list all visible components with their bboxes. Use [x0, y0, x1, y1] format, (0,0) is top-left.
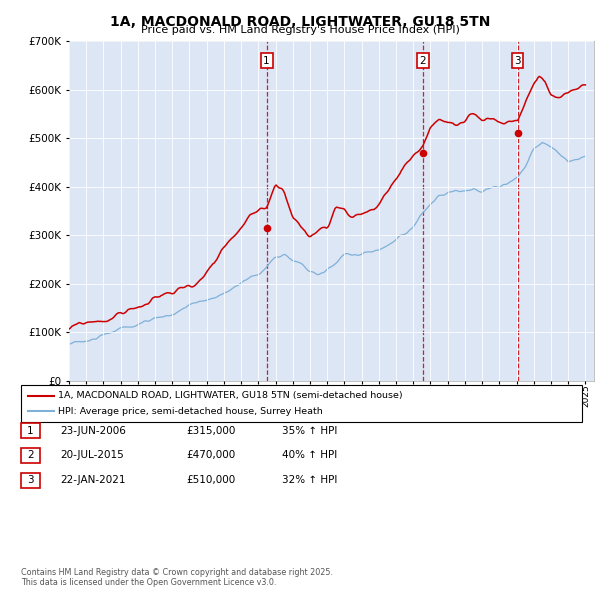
Text: 23-JUN-2006: 23-JUN-2006: [60, 426, 126, 435]
Text: 22-JAN-2021: 22-JAN-2021: [60, 476, 125, 485]
Text: 3: 3: [514, 55, 521, 65]
Text: HPI: Average price, semi-detached house, Surrey Heath: HPI: Average price, semi-detached house,…: [58, 407, 323, 416]
Text: 2: 2: [419, 55, 426, 65]
Text: 20-JUL-2015: 20-JUL-2015: [60, 451, 124, 460]
Text: 2: 2: [27, 451, 34, 460]
Text: 1: 1: [263, 55, 270, 65]
Text: 32% ↑ HPI: 32% ↑ HPI: [282, 476, 337, 485]
Text: £315,000: £315,000: [186, 426, 235, 435]
Text: 3: 3: [27, 476, 34, 485]
Text: 1A, MACDONALD ROAD, LIGHTWATER, GU18 5TN (semi-detached house): 1A, MACDONALD ROAD, LIGHTWATER, GU18 5TN…: [58, 391, 403, 401]
Text: Contains HM Land Registry data © Crown copyright and database right 2025.
This d: Contains HM Land Registry data © Crown c…: [21, 568, 333, 587]
Text: 40% ↑ HPI: 40% ↑ HPI: [282, 451, 337, 460]
Text: 1: 1: [27, 426, 34, 435]
Text: Price paid vs. HM Land Registry's House Price Index (HPI): Price paid vs. HM Land Registry's House …: [140, 25, 460, 35]
Text: £510,000: £510,000: [186, 476, 235, 485]
Text: 1A, MACDONALD ROAD, LIGHTWATER, GU18 5TN: 1A, MACDONALD ROAD, LIGHTWATER, GU18 5TN: [110, 15, 490, 29]
Text: £470,000: £470,000: [186, 451, 235, 460]
Text: 35% ↑ HPI: 35% ↑ HPI: [282, 426, 337, 435]
